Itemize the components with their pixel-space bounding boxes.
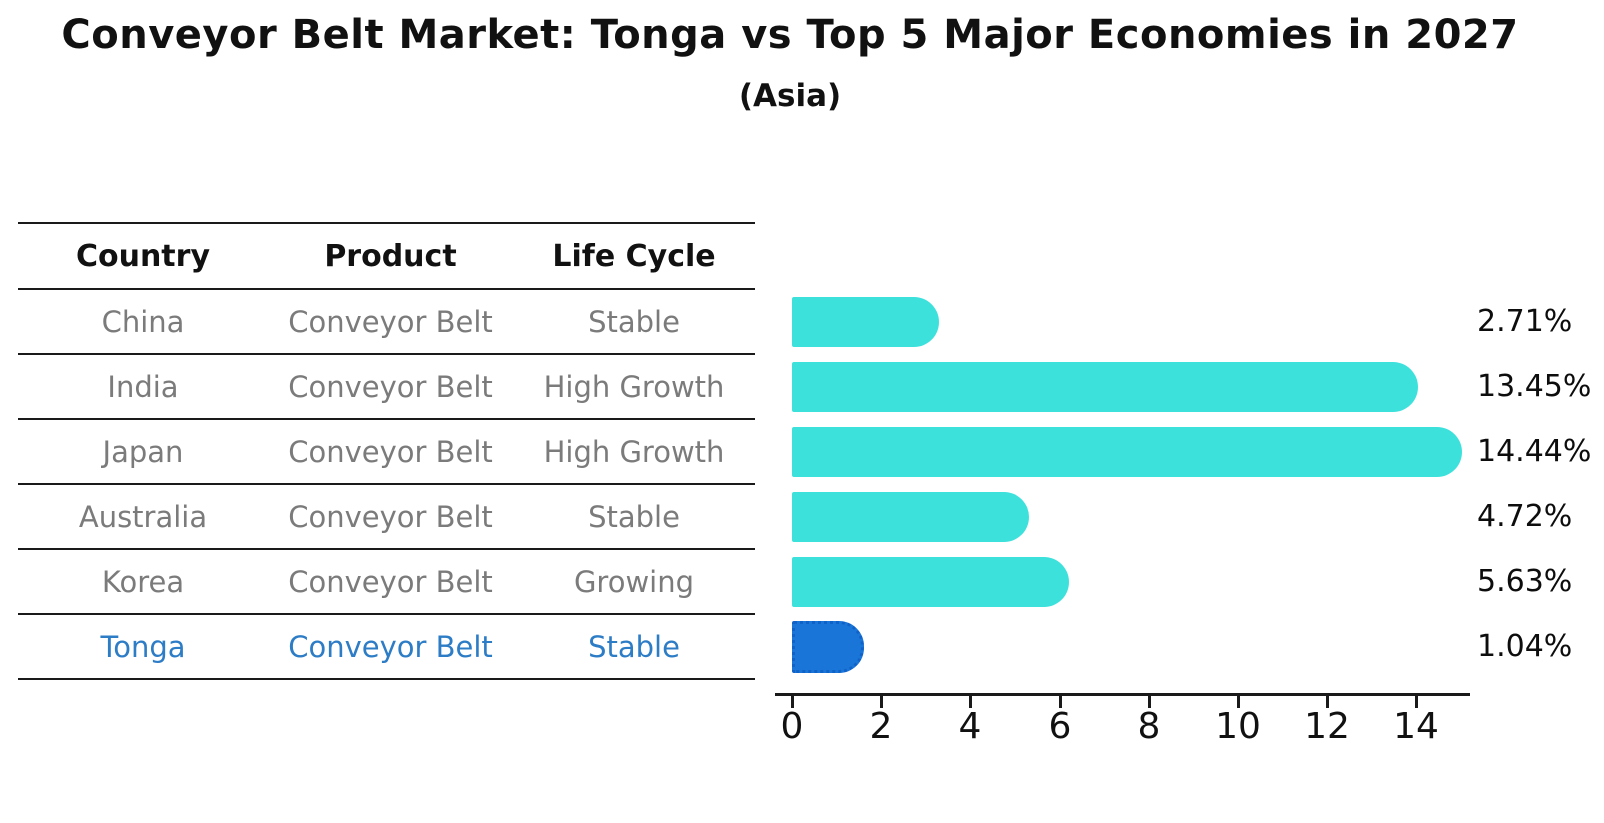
x-axis-tick-label: 14 <box>1393 706 1439 747</box>
x-axis-tick <box>1148 696 1151 708</box>
x-axis-tick <box>1237 696 1240 708</box>
x-axis-tick-label: 10 <box>1215 706 1261 747</box>
country-cell: Tonga <box>100 629 186 664</box>
bar-value-label-india: 13.45% <box>1477 369 1592 404</box>
chart-subtitle: (Asia) <box>738 78 842 114</box>
table-row-australia: Australia Conveyor Belt Stable <box>18 485 755 550</box>
bar-australia <box>792 492 1029 542</box>
x-axis-tick-label: 2 <box>869 706 893 747</box>
table-header-row: Country Product Life Cycle <box>18 222 755 290</box>
life-cycle-cell: Stable <box>588 629 680 664</box>
bar-japan <box>792 427 1462 477</box>
bar-value-label-korea: 5.63% <box>1477 564 1573 599</box>
product-cell: Conveyor Belt <box>288 304 493 339</box>
life-cycle-cell: Stable <box>588 499 680 534</box>
bar-value-label-tonga: 1.04% <box>1477 629 1573 664</box>
table-row-china: China Conveyor Belt Stable <box>18 290 755 355</box>
chart-title: Conveyor Belt Market: Tonga vs Top 5 Maj… <box>61 12 1519 58</box>
product-cell: Conveyor Belt <box>288 629 493 664</box>
bar-korea <box>792 557 1069 607</box>
product-cell: Conveyor Belt <box>288 434 493 469</box>
x-axis-tick-label: 8 <box>1137 706 1161 747</box>
country-cell: Korea <box>101 564 185 599</box>
product-cell: Conveyor Belt <box>288 564 493 599</box>
column-header-country: Country <box>75 238 211 274</box>
life-cycle-cell: High Growth <box>543 434 725 469</box>
bar-china <box>792 297 939 347</box>
bar-india <box>792 362 1418 412</box>
life-cycle-cell: High Growth <box>543 369 725 404</box>
table-row-tonga: Tonga Conveyor Belt Stable <box>18 615 755 680</box>
table-row-korea: Korea Conveyor Belt Growing <box>18 550 755 615</box>
bar-value-label-china: 2.71% <box>1477 304 1573 339</box>
product-cell: Conveyor Belt <box>288 499 493 534</box>
product-cell: Conveyor Belt <box>288 369 493 404</box>
bar-value-label-australia: 4.72% <box>1477 499 1573 534</box>
x-axis-tick <box>1415 696 1418 708</box>
bar-value-label-japan: 14.44% <box>1477 434 1592 469</box>
x-axis-line <box>775 693 1470 696</box>
table-row-japan: Japan Conveyor Belt High Growth <box>18 420 755 485</box>
x-axis-tick <box>1326 696 1329 708</box>
table-row-india: India Conveyor Belt High Growth <box>18 355 755 420</box>
life-cycle-cell: Growing <box>573 564 695 599</box>
country-cell: Australia <box>78 499 208 534</box>
x-axis-tick <box>1059 696 1062 708</box>
column-header-product: Product <box>324 238 457 274</box>
x-axis-tick <box>969 696 972 708</box>
x-axis-tick-label: 4 <box>958 706 982 747</box>
country-cell: India <box>107 369 179 404</box>
country-cell: Japan <box>102 434 184 469</box>
x-axis-tick-label: 6 <box>1048 706 1072 747</box>
x-axis-tick <box>791 696 794 708</box>
column-header-life-cycle: Life Cycle <box>552 238 716 274</box>
country-cell: China <box>101 304 185 339</box>
x-axis-tick-label: 0 <box>780 706 804 747</box>
x-axis-tick <box>880 696 883 708</box>
x-axis-tick-label: 12 <box>1304 706 1350 747</box>
life-cycle-cell: Stable <box>588 304 680 339</box>
bar-tonga-highlighted <box>792 621 864 673</box>
